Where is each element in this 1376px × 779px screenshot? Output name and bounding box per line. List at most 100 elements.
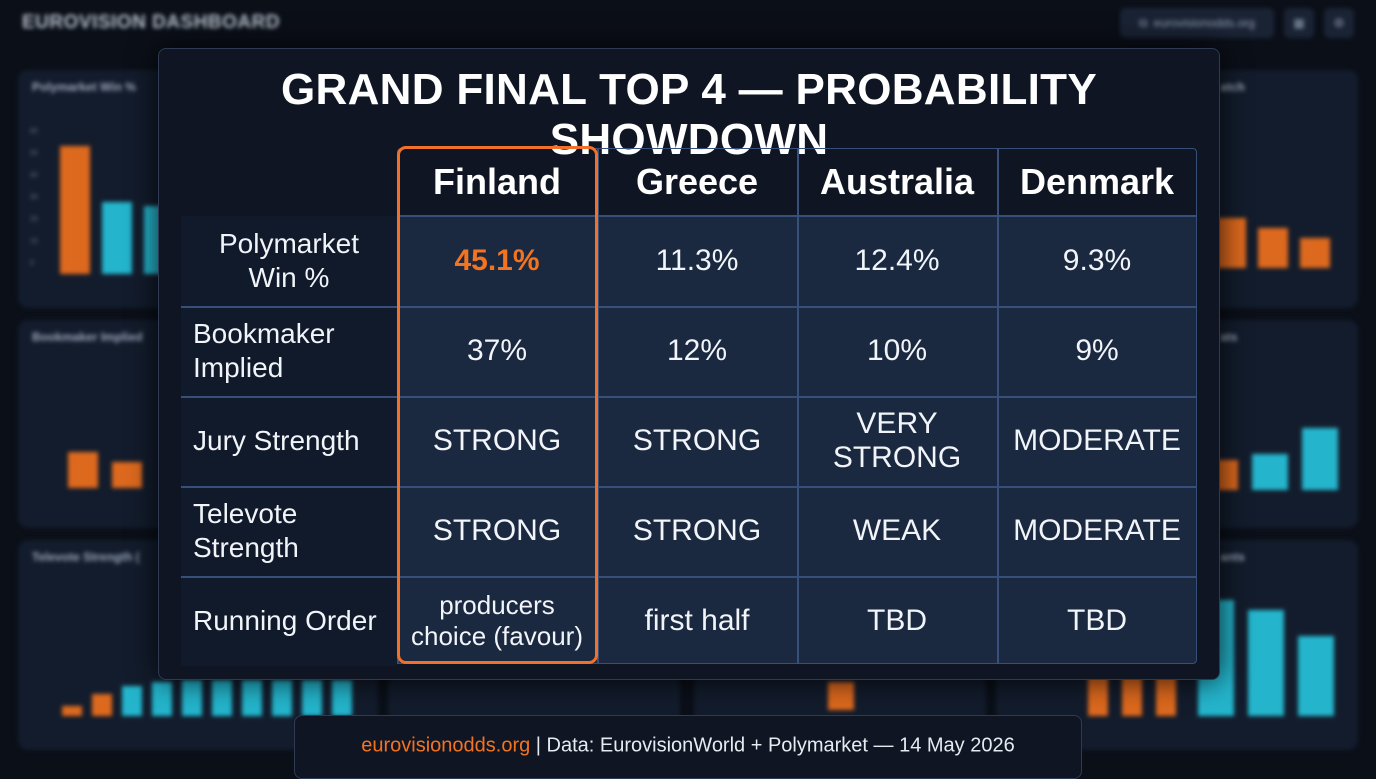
cell-bookmaker-implied-greece: 12%: [597, 306, 797, 396]
cell-polymarket-win-greece: 11.3%: [597, 216, 797, 306]
column-divider: [797, 148, 799, 664]
bar: [828, 682, 854, 710]
cell-jury-strength-denmark: MODERATE: [997, 396, 1197, 486]
bar: [242, 680, 262, 716]
bar-finland: [60, 146, 90, 274]
site-link-label: eurovisionodds.org: [1153, 16, 1255, 30]
footer-bar: eurovisionodds.org | Data: EurovisionWor…: [294, 715, 1082, 779]
grid-icon[interactable]: ▦: [1284, 8, 1314, 38]
column-divider: [997, 148, 999, 664]
row-label-televote-strength: Televote Strength: [181, 486, 397, 576]
bar: [1298, 636, 1334, 716]
cell-polymarket-win-finland: 45.1%: [397, 216, 597, 306]
bar: [1258, 228, 1288, 268]
comparison-table: Finland Greece Australia Denmark Polymarket W…: [159, 49, 1219, 679]
bar: [1156, 676, 1176, 716]
cell-value: VERY STRONG: [832, 407, 962, 474]
row-label-bookmaker-implied: Bookmaker Implied: [181, 306, 397, 396]
panel-title: ants: [1220, 550, 1245, 564]
settings-icon[interactable]: ⚙: [1324, 8, 1354, 38]
bar: [92, 694, 112, 716]
row-label-polymarket-win: Polymarket Win %: [181, 216, 397, 306]
bar: [182, 680, 202, 716]
y-tick-label: 0: [30, 260, 34, 267]
cell-value: 9%: [1075, 334, 1119, 367]
bar: [332, 680, 352, 716]
bar-polymarket: [68, 452, 98, 488]
row-divider: [181, 486, 1197, 488]
cell-value: MODERATE: [1013, 424, 1181, 457]
cell-value: 37%: [466, 334, 528, 367]
row-divider: [181, 306, 1197, 308]
cell-value: MODERATE: [1013, 514, 1181, 547]
cell-jury-strength-australia: VERY STRONG: [797, 396, 997, 486]
cell-value: TBD: [1067, 604, 1127, 637]
y-tick-label: 20: [30, 216, 38, 223]
column-divider: [397, 216, 399, 664]
bar: [152, 682, 172, 716]
footer-source: | Data: EurovisionWorld + Polymarket — 1…: [530, 734, 1015, 757]
y-tick-label: 50: [30, 150, 38, 157]
bar: [1216, 218, 1246, 268]
column-header-finland: Finland: [433, 161, 561, 202]
cell-running-order-finland: producers choice (favour): [397, 576, 597, 666]
cell-bookmaker-implied-denmark: 9%: [997, 306, 1197, 396]
bar: [1252, 454, 1288, 490]
bar: [122, 686, 142, 716]
bar: [1248, 610, 1284, 716]
cell-televote-strength-finland: STRONG: [397, 486, 597, 576]
row-divider: [181, 576, 1197, 578]
cell-value: STRONG: [432, 514, 562, 547]
cell-jury-strength-greece: STRONG: [597, 396, 797, 486]
cell-running-order-australia: TBD: [797, 576, 997, 666]
cell-value: STRONG: [432, 424, 562, 457]
cell-bookmaker-implied-finland: 37%: [397, 306, 597, 396]
cell-running-order-greece: first half: [597, 576, 797, 666]
row-divider: [181, 396, 1197, 398]
bar-greece: [102, 202, 132, 274]
cell-televote-strength-denmark: MODERATE: [997, 486, 1197, 576]
panel-title: Polymarket Win %: [32, 80, 136, 94]
cell-polymarket-win-australia: 12.4%: [797, 216, 997, 306]
cell-value: 12%: [666, 334, 728, 367]
y-tick-label: 40: [30, 172, 38, 179]
panel-title: ats: [1220, 330, 1238, 344]
bar: [272, 680, 292, 716]
column-divider: [597, 148, 599, 664]
panel-title: Bookmaker Implied: [32, 330, 143, 344]
row-label-jury-strength: Jury Strength: [181, 396, 397, 486]
dashboard-title: EUROVISION DASHBOARD: [22, 12, 281, 33]
column-header-greece: Greece: [635, 161, 759, 202]
bar: [1300, 238, 1330, 268]
bar-bookmaker: [112, 462, 142, 488]
y-tick-label: 10: [30, 238, 38, 245]
column-header-australia: Australia: [819, 161, 975, 202]
footer-link[interactable]: eurovisionodds.org: [361, 734, 531, 757]
row-label-running-order: Running Order: [181, 576, 397, 666]
cell-value: 12.4%: [854, 244, 940, 277]
showdown-card: GRAND FINAL TOP 4 — PROBABILITY SHOWDOWN…: [158, 48, 1220, 680]
cell-jury-strength-finland: STRONG: [397, 396, 597, 486]
cell-value: producers choice (favour): [411, 590, 583, 651]
cell-value: 11.3%: [655, 244, 739, 277]
cell-value: STRONG: [632, 424, 762, 457]
cell-polymarket-win-denmark: 9.3%: [997, 216, 1197, 306]
panel-title: atch: [1220, 80, 1245, 94]
site-link-button[interactable]: ⧉ eurovisionodds.org: [1120, 8, 1274, 38]
column-header-denmark: Denmark: [1019, 161, 1175, 202]
cell-value: TBD: [867, 604, 927, 637]
cell-value: WEAK: [852, 514, 942, 547]
link-icon: ⧉: [1139, 15, 1148, 30]
cell-running-order-denmark: TBD: [997, 576, 1197, 666]
y-tick-label: 30: [30, 194, 38, 201]
cell-televote-strength-australia: WEAK: [797, 486, 997, 576]
card-title: GRAND FINAL TOP 4 — PROBABILITY SHOWDOWN: [280, 65, 1098, 164]
cell-value: STRONG: [632, 514, 762, 547]
cell-televote-strength-greece: STRONG: [597, 486, 797, 576]
panel-title: Televote Strength (: [32, 550, 140, 564]
bar: [302, 680, 322, 716]
bar: [1302, 428, 1338, 490]
cell-bookmaker-implied-australia: 10%: [797, 306, 997, 396]
cell-value: 10%: [866, 334, 928, 367]
y-tick-label: 60: [30, 128, 38, 135]
